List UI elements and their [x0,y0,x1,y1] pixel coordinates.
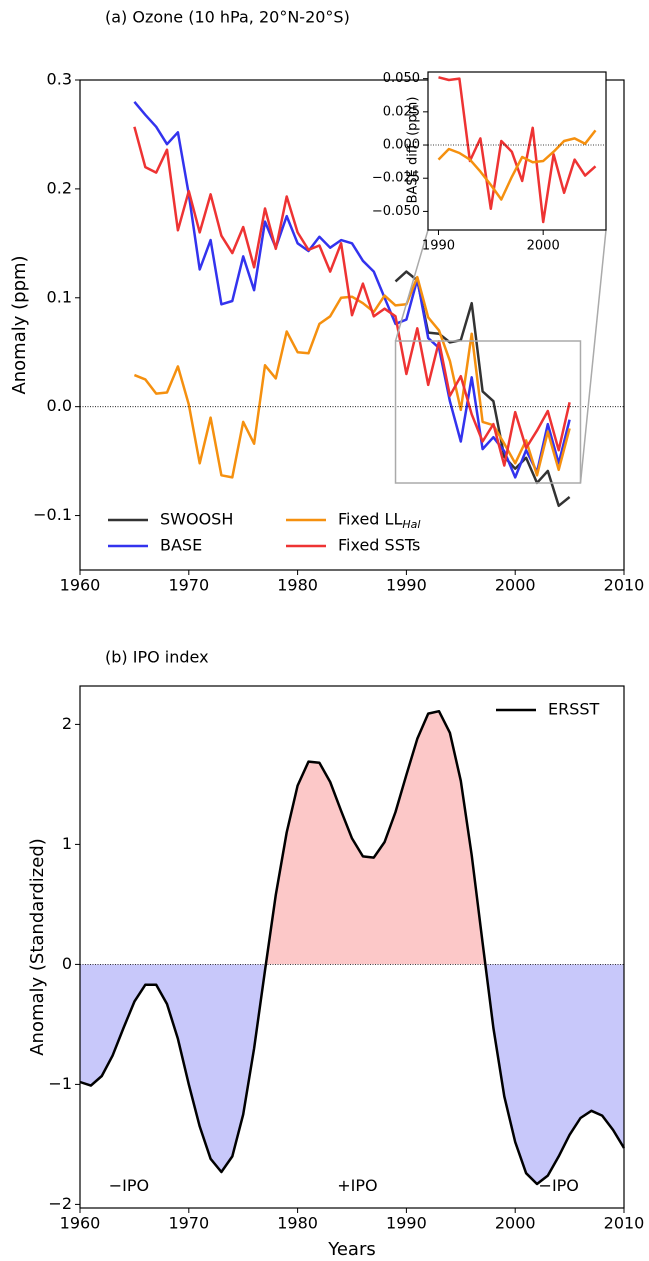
x-tick-label: 1980 [277,576,318,595]
zoom-box [394,340,582,484]
x-axis-label: Years [327,1239,376,1260]
y-tick-label: 0 [62,954,72,973]
x-tick-label: 1990 [422,239,455,254]
plot-area [437,76,597,224]
annotation: −IPO [539,1176,579,1195]
y-tick-label: 0.1 [47,287,72,306]
y-tick-label: 0.0 [47,396,72,415]
panel-b-title: (b) IPO index [105,648,209,667]
series-line [437,129,597,201]
y-tick-label: 0.3 [47,70,72,89]
legend-subscript: Hal [402,518,420,531]
y-tick-label: −2 [48,1194,72,1213]
y-tick-label: 0.2 [47,178,72,197]
legend-label: SWOOSH [160,510,233,529]
y-axis-label: Anomaly (Standardized) [27,838,48,1056]
legend-label: Fixed SSTs [338,536,420,555]
panel-a-title: (a) Ozone (10 hPa, 20°N-20°S) [105,8,350,27]
x-tick-label: 1960 [60,576,101,595]
plot-area [79,709,626,1186]
axes-frame [79,685,625,1209]
legend-label: ERSST [548,700,600,719]
annotation: −IPO [109,1176,149,1195]
series-line [133,126,571,467]
inset-background [428,72,606,230]
x-tick-label: 1970 [168,576,209,595]
annotation: +IPO [337,1176,377,1195]
y-tick-label: −1 [48,1074,72,1093]
y-tick-label: 0.000 [383,138,420,153]
axes-frame [427,71,607,231]
x-tick-label: 1980 [277,1214,318,1233]
y-tick-label: −0.025 [372,171,420,186]
x-tick-label: 1990 [386,1214,427,1233]
y-tick-label: −0.050 [372,204,420,219]
x-tick-label: 1970 [168,1214,209,1233]
x-tick-label: 2010 [604,576,645,595]
y-tick-label: 2 [62,714,72,733]
x-tick-label: 2000 [495,1214,536,1233]
axes-frame [79,79,625,571]
plot-area [133,100,571,508]
inset-y-axis-label: BASE diff. (ppm) [406,97,421,204]
y-tick-label: 1 [62,834,72,853]
zoom-connector [579,229,607,484]
y-tick-label: −0.1 [33,505,72,524]
series-line [133,275,571,479]
x-tick-label: 2000 [495,576,536,595]
x-tick-label: 1990 [386,576,427,595]
series-line [79,709,626,1186]
x-tick-label: 2000 [527,239,560,254]
positive-area [265,711,486,965]
x-tick-label: 1960 [60,1214,101,1233]
zoom-connector [394,229,429,342]
y-tick-label: 0.050 [383,71,420,86]
legend-label: BASE [160,536,202,555]
y-axis-label: Anomaly (ppm) [9,255,30,394]
legend-label: Fixed LLHal [338,510,420,532]
y-tick-label: 0.025 [383,104,420,119]
x-tick-label: 2010 [604,1214,645,1233]
negative-area [80,964,624,1184]
